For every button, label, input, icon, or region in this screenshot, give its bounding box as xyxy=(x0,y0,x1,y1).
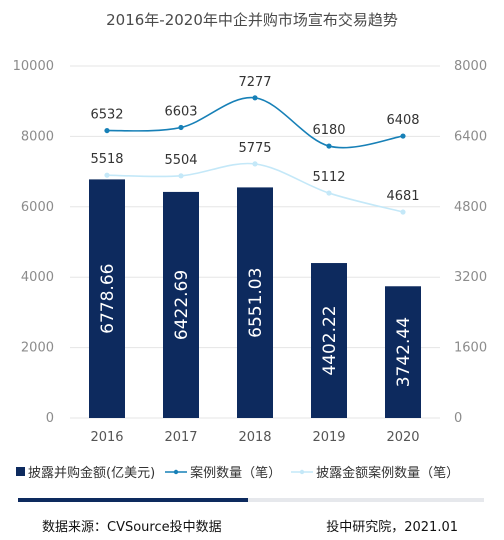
bar xyxy=(311,263,347,418)
legend-swatch-line-disclosed xyxy=(291,469,314,474)
x-tick-label: 2018 xyxy=(238,430,271,445)
legend-label-disclosed-cases: 披露金额案例数量（笔） xyxy=(316,466,460,481)
x-tick-label: 2016 xyxy=(90,430,123,445)
legend-label-amount: 披露并购金额(亿美元) xyxy=(28,466,156,481)
series-point-disclosed-cases xyxy=(252,161,258,167)
chart-title: 2016年-2020年中企并购市场宣布交易趋势 xyxy=(106,11,398,29)
series-point-cases xyxy=(400,133,406,139)
credit-note: 投中研究院，2021.01 xyxy=(326,520,458,535)
footer-divider xyxy=(18,498,484,502)
bar xyxy=(89,179,125,418)
bar-value-label: 6778.66 xyxy=(98,264,118,334)
bar xyxy=(385,286,421,418)
cases-value-label: 6532 xyxy=(90,108,123,123)
y-left-tick-label: 4000 xyxy=(21,270,54,285)
disclosed-cases-value-label: 5112 xyxy=(312,170,345,185)
cases-value-label: 7277 xyxy=(238,75,271,90)
y-right-tick-label: 8000 xyxy=(454,59,487,74)
legend-swatch-bar xyxy=(16,467,25,476)
bar-value-label: 4402.22 xyxy=(320,305,340,375)
cases-value-label: 6408 xyxy=(386,113,419,128)
x-tick-label: 2020 xyxy=(386,430,419,445)
series-point-disclosed-cases xyxy=(104,172,110,178)
y-right-tick-label: 1600 xyxy=(454,341,487,356)
legend: 披露并购金额(亿美元) 案例数量（笔） 披露金额案例数量（笔） xyxy=(16,462,496,481)
disclosed-cases-value-label: 5775 xyxy=(238,141,271,156)
series-point-disclosed-cases xyxy=(178,173,184,179)
bar-value-label: 3742.44 xyxy=(394,317,414,387)
y-left-tick-label: 2000 xyxy=(21,341,54,356)
series-point-cases xyxy=(178,124,184,131)
bar xyxy=(163,191,199,418)
y-left-tick-label: 6000 xyxy=(21,200,54,215)
cases-value-label: 6603 xyxy=(164,104,197,119)
combo-chart: 0 0 2000 1600 4000 3200 6000 4800 8000 6400 10000 8… xyxy=(13,59,487,445)
y-left-tick-label: 0 xyxy=(46,411,54,426)
bar-value-label: 6422.69 xyxy=(172,270,192,340)
y-right-tick-label: 0 xyxy=(454,411,462,426)
x-tick-label: 2017 xyxy=(164,430,197,445)
legend-item-cases: 案例数量（笔） xyxy=(165,462,281,481)
y-right-tick-label: 6400 xyxy=(454,129,487,144)
x-tick-label: 2019 xyxy=(312,430,345,445)
series-point-cases xyxy=(252,95,258,101)
series-point-cases xyxy=(104,127,110,134)
y-left-tick-label: 8000 xyxy=(21,129,54,144)
cases-value-label: 6180 xyxy=(312,123,345,138)
series-point-cases xyxy=(326,143,332,149)
legend-swatch-line-cases xyxy=(165,469,188,474)
disclosed-cases-value-label: 5504 xyxy=(164,153,197,168)
footer: 数据来源：CVSource投中数据 投中研究院，2021.01 xyxy=(42,516,458,535)
bar-value-label: 6551.03 xyxy=(246,268,266,338)
y-left-tick-label: 10000 xyxy=(13,59,54,74)
y-right-tick-label: 3200 xyxy=(454,270,487,285)
legend-item-disclosed-cases: 披露金额案例数量（笔） xyxy=(291,462,459,481)
series-point-disclosed-cases xyxy=(400,209,406,215)
disclosed-cases-value-label: 4681 xyxy=(386,189,419,204)
footer-divider-accent xyxy=(18,498,248,502)
legend-item-amount: 披露并购金额(亿美元) xyxy=(16,462,155,481)
bar xyxy=(237,187,273,418)
disclosed-cases-value-label: 5518 xyxy=(90,152,123,167)
y-right-tick-label: 4800 xyxy=(454,200,487,215)
series-point-disclosed-cases xyxy=(326,190,332,196)
source-note: 数据来源：CVSource投中数据 xyxy=(42,520,222,535)
legend-label-cases: 案例数量（笔） xyxy=(190,466,282,481)
